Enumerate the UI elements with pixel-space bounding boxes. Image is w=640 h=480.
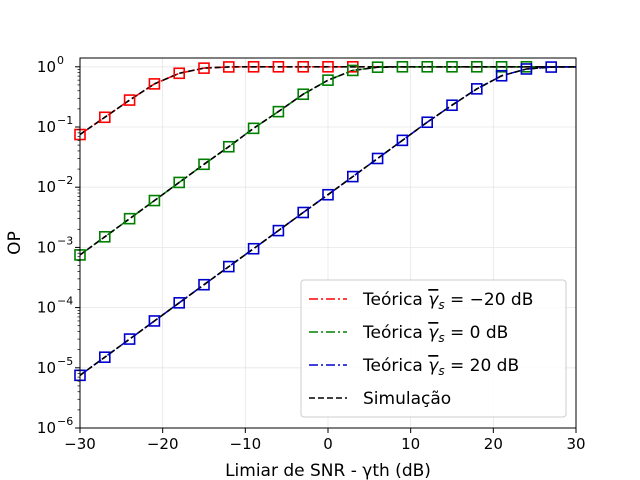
y-tick-label: 10 [37,238,56,256]
y-tick-exponent: −6 [57,415,73,428]
simulation-marker [123,212,136,225]
simulation-marker [495,60,508,73]
simulation-marker [346,170,359,183]
simulation-marker [198,278,210,291]
simulation-marker [223,140,235,153]
y-tick-label: 10 [37,178,56,196]
simulation-marker [495,69,508,82]
simulation-marker [322,188,334,201]
simulation-marker [421,116,434,129]
simulation-marker [346,64,359,77]
simulation-marker [272,105,285,118]
legend-label: Teórica γs = 20 dB [362,356,519,378]
simulation-marker [297,60,310,73]
simulation-marker [322,60,334,73]
y-tick-label: 10 [37,359,56,377]
simulation-curve [79,66,577,376]
simulation-marker [223,260,235,273]
simulation-marker [396,60,409,73]
x-tick-label: 0 [323,435,333,453]
y-tick-exponent: −1 [57,114,73,127]
x-axis-label: Limiar de SNR - γth (dB) [225,461,431,480]
simulation-marker [545,61,558,73]
y-tick-exponent: −4 [57,295,73,308]
y-tick-exponent: −5 [57,355,73,368]
x-tick-label: −10 [230,435,262,453]
simulation-marker [297,206,310,219]
simulation-marker [173,67,185,80]
simulation-marker [99,111,111,124]
simulation-marker [446,60,458,73]
simulation-marker [123,333,136,345]
simulation-marker [148,194,161,207]
simulation-marker [520,63,533,75]
x-tick-label: 30 [566,435,585,453]
simulation-marker [322,74,334,86]
y-tick-exponent: 0 [57,54,64,67]
simulation-marker [148,78,161,90]
y-tick-label: 10 [37,419,56,437]
y-tick-label: 10 [37,299,56,317]
simulation-marker [272,60,285,73]
simulation-curve [79,66,576,136]
simulation-marker [173,297,185,309]
y-tick-label: 10 [37,118,56,136]
axis-ticks: −30 −20 −10 0 10 20 3010−610−510−410−310−210−1… [37,54,586,453]
y-tick-label: 10 [37,58,56,76]
legend-label: Teórica γs = 0 dB [362,323,508,345]
simulation-marker [470,83,483,95]
simulation-marker [272,224,285,237]
x-tick-label: 20 [484,435,503,453]
simulation-marker [99,351,111,363]
simulation-marker [198,62,210,74]
x-tick-label: −30 [64,435,96,453]
simulation-marker [123,94,136,106]
y-tick-exponent: −3 [57,234,73,247]
legend-box [300,279,567,418]
x-tick-label: −20 [147,435,179,453]
legend: Teórica γs = −20 dB Teórica γs = 0 dB Teór… [300,279,567,418]
simulation-marker [173,176,185,189]
simulation-marker [446,99,458,112]
y-tick-exponent: −2 [57,174,73,187]
x-tick-label: 10 [401,435,420,453]
simulation-marker [99,230,111,243]
legend-label: Simulação [363,389,451,409]
y-axis-label: OP [5,231,25,255]
simulation-marker [371,152,384,165]
simulation-marker [198,158,210,171]
series-lines [79,66,577,376]
simulation-curve [79,66,576,256]
simulation-marker [247,60,260,73]
legend-label: Teórica γs = −20 dB [362,290,533,312]
simulation-marker [223,61,235,73]
simulation-marker [421,60,434,73]
simulation-marker [247,242,260,255]
simulation-marker [297,88,310,101]
simulation-marker [247,122,260,135]
simulation-marker [148,315,161,327]
simulation-marker [371,61,384,73]
simulation-marker [470,60,483,73]
simulation-marker [396,134,409,147]
